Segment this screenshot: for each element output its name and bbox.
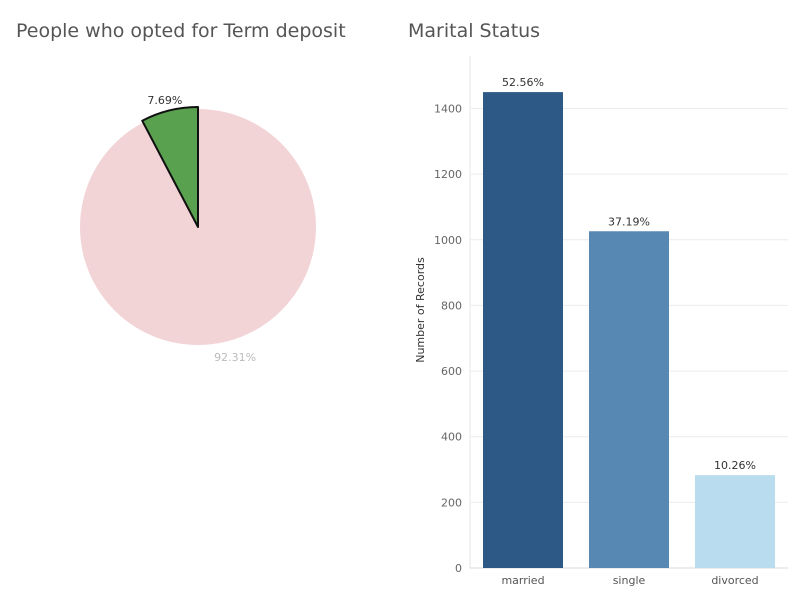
- y-tick-label: 400: [441, 431, 462, 444]
- y-tick-label: 0: [455, 562, 462, 575]
- x-category-label: divorced: [711, 574, 758, 587]
- bar-data-label: 10.26%: [714, 459, 756, 472]
- bar-data-label: 37.19%: [608, 215, 650, 228]
- pie-chart: 7.69% 92.31%: [79, 94, 317, 364]
- pie-chart-title: People who opted for Term deposit: [16, 20, 346, 42]
- y-tick-label: 1400: [434, 103, 462, 116]
- pie-slice: [141, 106, 199, 228]
- y-tick-label: 200: [441, 496, 462, 509]
- y-tick-label: 1000: [434, 234, 462, 247]
- x-category-label: single: [613, 574, 646, 587]
- bar-divorced: [695, 475, 775, 568]
- y-axis-title: Number of Records: [414, 257, 427, 363]
- pie-slice-label: 92.31%: [214, 351, 256, 364]
- x-category-label: married: [501, 574, 544, 587]
- y-tick-label: 600: [441, 365, 462, 378]
- bar-single: [589, 231, 669, 568]
- bar-chart: Number of Records 0 200 400 600 800 1000 1200 1…: [414, 56, 788, 587]
- bar-data-label: 52.56%: [502, 76, 544, 89]
- bar-chart-title: Marital Status: [408, 20, 541, 42]
- y-tick-label: 800: [441, 299, 462, 312]
- bar-married: [483, 92, 563, 568]
- pie-slice-label: 7.69%: [147, 94, 182, 107]
- y-tick-label: 1200: [434, 168, 462, 181]
